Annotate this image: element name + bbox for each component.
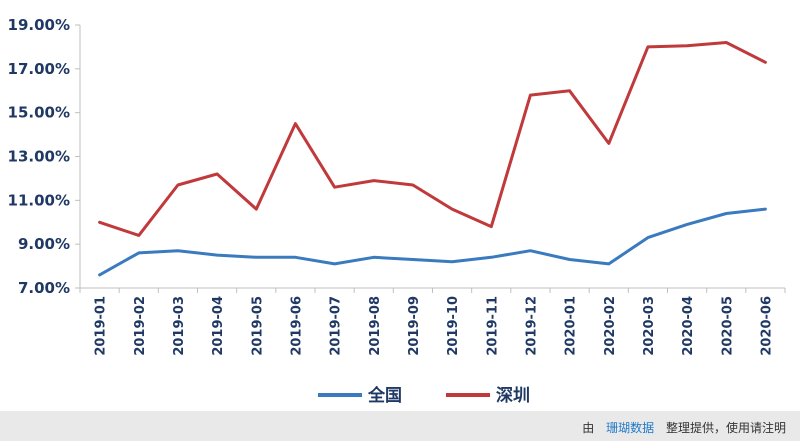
x-tick-label: 2019-03 <box>172 296 187 356</box>
x-tick-label: 2020-02 <box>603 296 618 356</box>
x-tick-label: 2020-03 <box>642 296 657 356</box>
line-chart: 7.00% 9.00% 11.00% 13.00% 15.00% 17.00% 19.00%… <box>8 16 786 406</box>
x-tick-label: 2019-07 <box>329 296 344 356</box>
x-tick-label: 2020-01 <box>564 296 579 356</box>
x-tick-label: 2019-06 <box>289 296 304 356</box>
x-tick-label: 2019-04 <box>211 296 226 356</box>
legend-label-2: 深圳 <box>496 385 530 406</box>
footer-brand-link[interactable]: 珊瑚数据 <box>606 421 655 435</box>
y-tick-label: 13.00% <box>8 148 70 166</box>
x-tick-label: 2019-08 <box>368 296 383 356</box>
series-line-2 <box>98 41 767 237</box>
y-tick-label: 19.00% <box>8 16 70 34</box>
x-tick-label: 2020-04 <box>681 296 696 356</box>
y-tick-label: 11.00% <box>8 191 70 209</box>
x-tick-label: 2019-01 <box>94 296 109 356</box>
x-tick-label: 2019-02 <box>133 296 148 356</box>
y-tick-label: 7.00% <box>18 279 70 297</box>
x-tick-label: 2019-05 <box>250 296 265 356</box>
footer-suffix: 整理提供，使用请注明 <box>665 421 786 435</box>
legend-label-1: 全国 <box>367 385 402 406</box>
y-tick-label: 17.00% <box>8 60 70 78</box>
footer-bar: 由 珊瑚数据 整理提供，使用请注明 <box>0 411 800 441</box>
x-tick-label: 2019-10 <box>446 296 461 356</box>
y-tick-label: 15.00% <box>8 104 70 122</box>
x-tick-label: 2019-12 <box>524 296 539 356</box>
x-tick-label: 2020-06 <box>759 296 774 356</box>
y-tick-label: 9.00% <box>18 235 70 253</box>
series-line-1 <box>98 207 767 277</box>
x-tick-label: 2019-11 <box>485 296 500 356</box>
x-tick-label: 2020-05 <box>720 296 735 356</box>
x-tick-label: 2019-09 <box>407 296 422 356</box>
footer-prefix: 由 <box>582 421 595 435</box>
footer-credit: 由 珊瑚数据 整理提供，使用请注明 <box>582 419 786 436</box>
